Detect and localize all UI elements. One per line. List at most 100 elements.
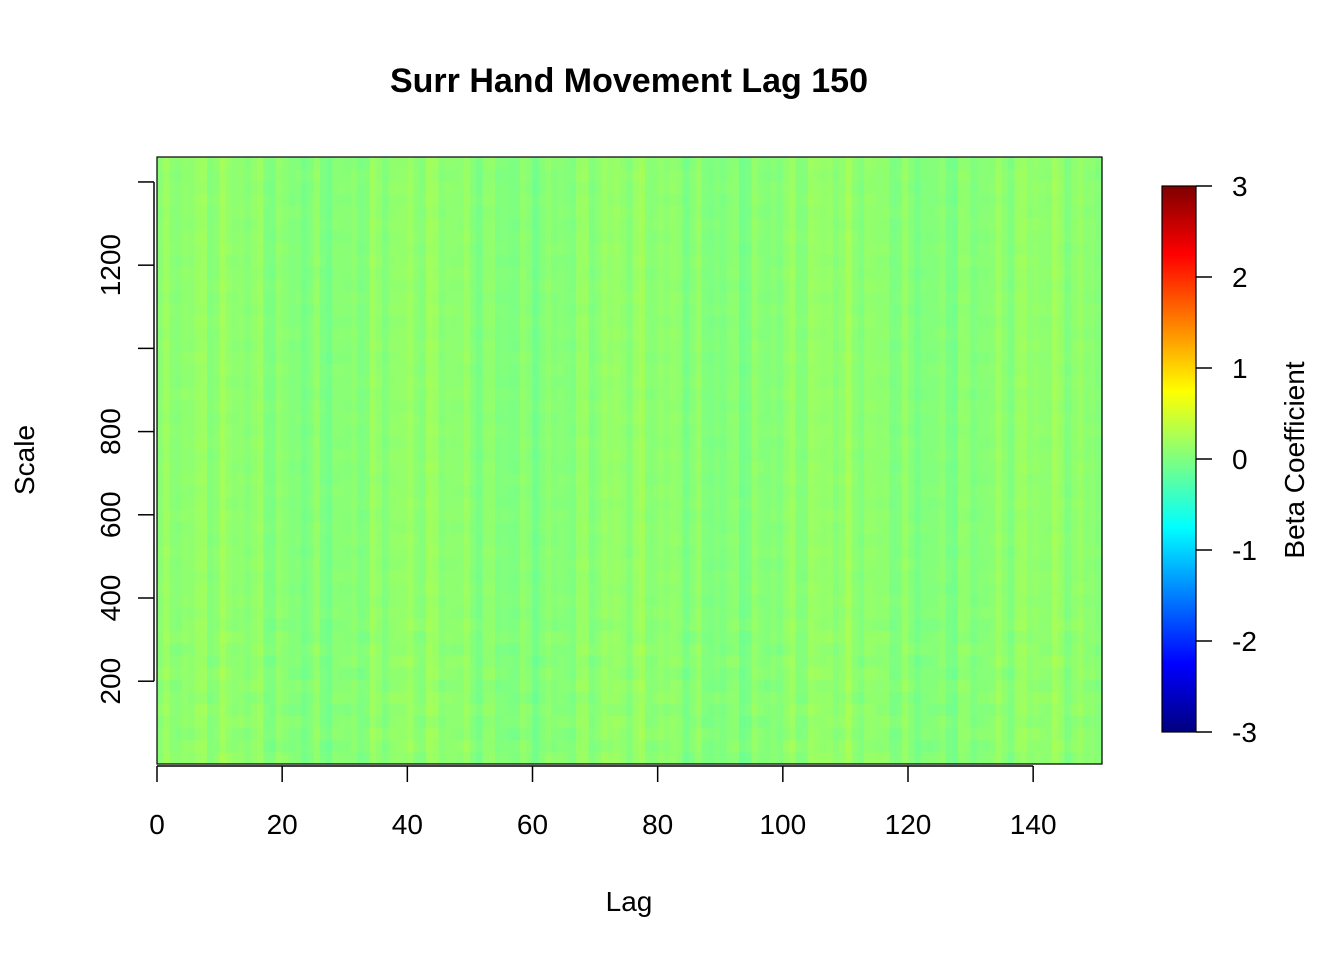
- heatmap-cell: [701, 399, 709, 413]
- heatmap-cell: [657, 266, 665, 279]
- heatmap-cell: [357, 193, 365, 207]
- heatmap-cell: [244, 217, 252, 231]
- heatmap-cell: [194, 351, 202, 364]
- heatmap-cell: [188, 205, 196, 219]
- heatmap-cell: [325, 448, 333, 462]
- heatmap-cell: [344, 387, 352, 401]
- heatmap-cell: [663, 157, 671, 170]
- heatmap-cell: [332, 569, 340, 583]
- heatmap-cell: [751, 545, 759, 559]
- heatmap-cell: [463, 436, 471, 449]
- heatmap-cell: [357, 654, 365, 668]
- heatmap-cell: [232, 703, 239, 717]
- heatmap-cell: [288, 679, 296, 692]
- heatmap-cell: [169, 254, 177, 267]
- heatmap-cell: [764, 169, 771, 182]
- heatmap-cell: [482, 715, 490, 729]
- heatmap-cell: [413, 751, 421, 765]
- heatmap-cell: [376, 169, 383, 182]
- heatmap-cell: [476, 339, 484, 352]
- heatmap-cell: [225, 314, 233, 328]
- heatmap-cell: [351, 472, 358, 486]
- heatmap-cell: [751, 569, 759, 583]
- heatmap-cell: [482, 739, 490, 753]
- heatmap-cell: [770, 157, 778, 170]
- heatmap-cell: [357, 630, 365, 644]
- heatmap-cell: [538, 496, 546, 510]
- heatmap-cell: [282, 314, 290, 328]
- heatmap-cell: [232, 339, 239, 352]
- heatmap-cell: [319, 581, 327, 595]
- heatmap-cell: [351, 424, 358, 437]
- heatmap-cell: [163, 254, 171, 267]
- heatmap-cell: [407, 363, 415, 377]
- heatmap-cell: [307, 472, 315, 486]
- heatmap-cell: [494, 278, 502, 292]
- heatmap-cell: [332, 375, 340, 389]
- heatmap-cell: [695, 666, 703, 680]
- heatmap-cell: [657, 278, 665, 292]
- heatmap-cell: [757, 557, 765, 571]
- heatmap-cell: [488, 618, 496, 632]
- heatmap-cell: [369, 642, 377, 656]
- heatmap-cell: [388, 351, 396, 364]
- heatmap-cell: [338, 193, 346, 207]
- heatmap-cell: [770, 727, 778, 741]
- heatmap-cell: [300, 436, 308, 449]
- heatmap-cell: [670, 339, 678, 352]
- heatmap-cell: [338, 557, 346, 571]
- heatmap-cell: [300, 654, 308, 668]
- heatmap-cell: [557, 229, 565, 243]
- heatmap-cell: [538, 666, 546, 680]
- heatmap-cell: [751, 302, 759, 316]
- heatmap-cell: [263, 205, 271, 219]
- heatmap-cell: [532, 411, 540, 425]
- heatmap-cell: [188, 484, 196, 498]
- heatmap-cell: [726, 254, 734, 267]
- heatmap-cell: [532, 509, 540, 522]
- heatmap-cell: [363, 484, 371, 498]
- heatmap-cell: [313, 630, 321, 644]
- heatmap-cell: [482, 387, 490, 401]
- heatmap-cell: [601, 642, 609, 656]
- heatmap-cell: [501, 630, 509, 644]
- heatmap-cell: [551, 217, 559, 231]
- heatmap-cell: [601, 460, 609, 474]
- heatmap-cell: [232, 460, 239, 474]
- heatmap-cell: [745, 654, 753, 668]
- heatmap-cell: [613, 217, 621, 231]
- heatmap-cell: [250, 751, 258, 765]
- heatmap-cell: [344, 278, 352, 292]
- heatmap-cell: [519, 703, 527, 717]
- heatmap-cell: [294, 642, 302, 656]
- heatmap-cell: [363, 606, 371, 619]
- heatmap-cell: [163, 739, 171, 753]
- heatmap-cell: [376, 278, 383, 292]
- heatmap-cell: [426, 739, 433, 753]
- heatmap-cell: [588, 254, 596, 267]
- heatmap-cell: [363, 642, 371, 656]
- heatmap-cell: [369, 594, 377, 607]
- heatmap-cell: [713, 254, 721, 267]
- heatmap-cell: [219, 266, 227, 279]
- heatmap-cell: [307, 363, 315, 377]
- heatmap-cell: [382, 751, 390, 765]
- heatmap-cell: [307, 399, 315, 413]
- heatmap-cell: [519, 326, 527, 340]
- heatmap-cell: [645, 193, 653, 207]
- heatmap-cell: [163, 727, 171, 741]
- heatmap-cell: [388, 521, 396, 534]
- heatmap-cell: [388, 460, 396, 474]
- heatmap-cell: [707, 326, 715, 340]
- heatmap-cell: [169, 581, 177, 595]
- heatmap-cell: [745, 618, 753, 632]
- heatmap-cell: [451, 229, 458, 243]
- heatmap-cell: [513, 436, 521, 449]
- heatmap-cell: [175, 727, 183, 741]
- heatmap-cell: [757, 181, 765, 195]
- heatmap-cell: [757, 266, 765, 279]
- heatmap-cell: [519, 314, 527, 328]
- heatmap-cell: [682, 302, 690, 316]
- heatmap-cell: [232, 241, 239, 255]
- heatmap-cell: [764, 751, 771, 765]
